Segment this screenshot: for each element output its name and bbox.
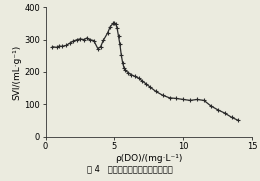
Text: 图 4   溶解氧浓度对沉降性能的影响: 图 4 溶解氧浓度对沉降性能的影响	[87, 165, 173, 174]
X-axis label: ρ(DO)/(mg·L⁻¹): ρ(DO)/(mg·L⁻¹)	[115, 154, 183, 163]
Y-axis label: SVI/(mL·g⁻¹): SVI/(mL·g⁻¹)	[12, 44, 21, 100]
